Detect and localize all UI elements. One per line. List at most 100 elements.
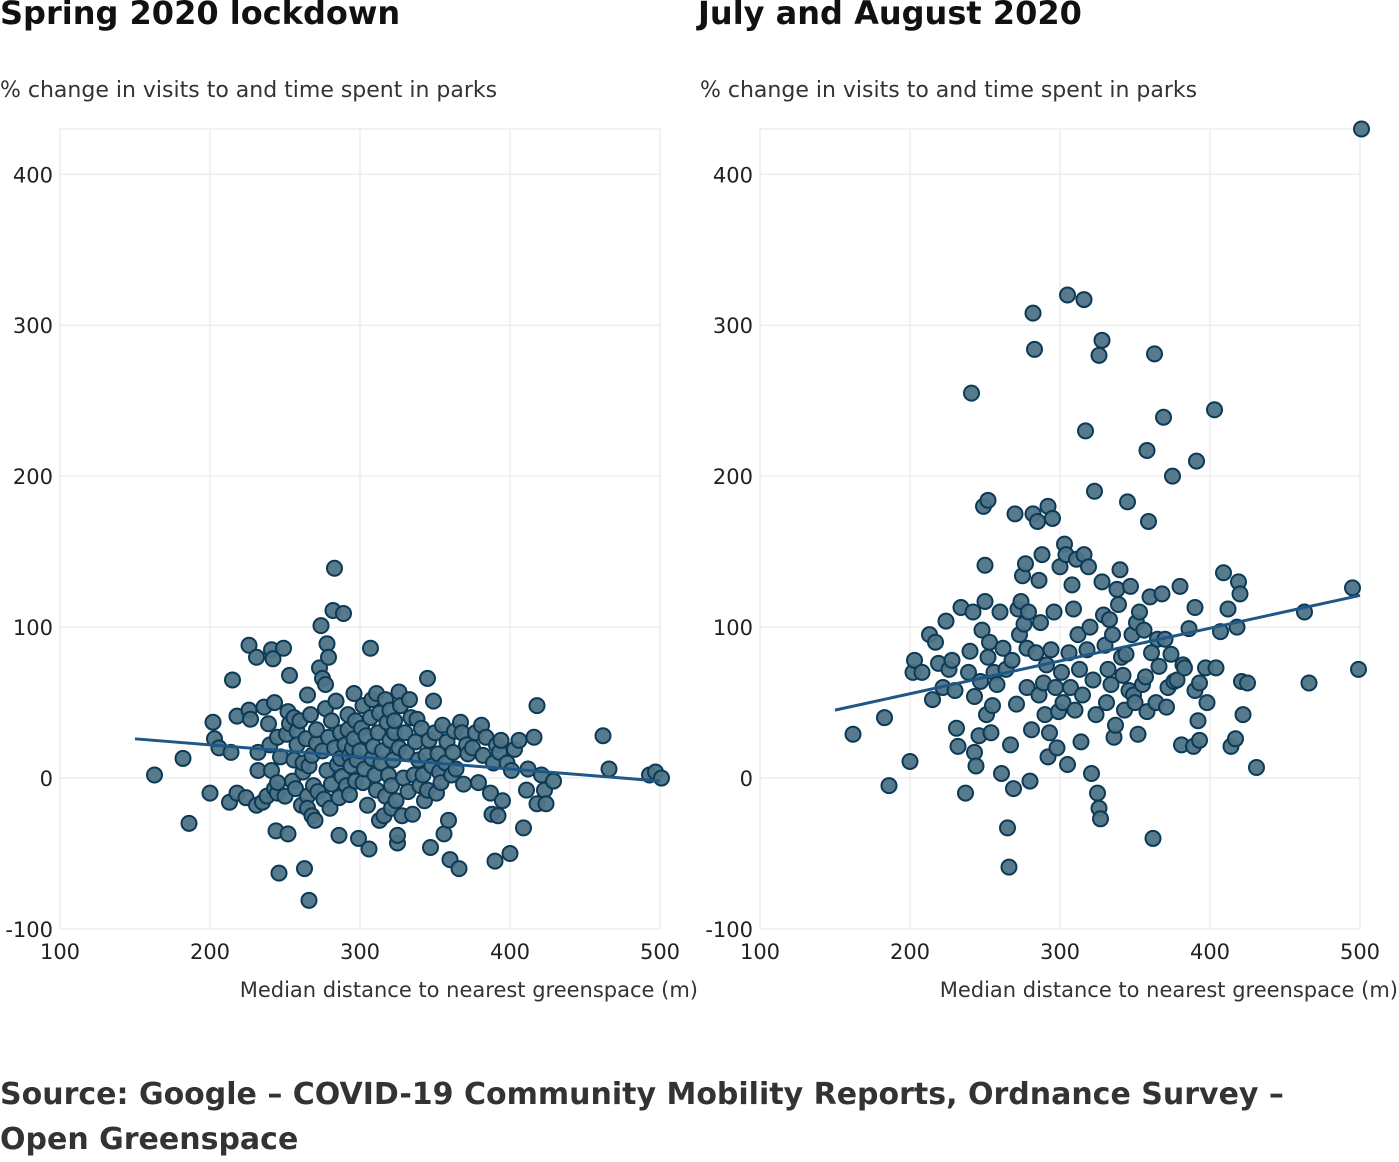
data-point [973,621,991,639]
data-point [961,642,979,660]
y-tick-label: 100 [713,616,753,640]
data-point [299,686,316,704]
data-point [927,633,944,651]
data-point [906,651,923,669]
data-point [999,819,1016,837]
data-point [1008,695,1025,713]
data-point [222,743,240,761]
x-tick-label: 300 [340,940,380,964]
data-point [988,675,1006,693]
data-point [1093,331,1111,349]
data-point [404,805,421,823]
trend-line [134,737,661,783]
data-point [1083,765,1100,783]
data-point [1090,346,1108,364]
x-tick-label: 400 [490,940,530,964]
data-point [1059,286,1076,304]
data-point [1041,724,1058,742]
data-point [1032,614,1049,632]
data-point [1029,512,1046,530]
data-point [1144,829,1162,847]
x-tick-label: 100 [740,940,780,964]
data-point [1069,626,1087,644]
data-point [1140,512,1157,530]
y-axis-label-right: % change in visits to and time spent in … [700,78,1198,103]
y-tick-label: -100 [5,918,53,942]
data-point [1206,401,1223,419]
data-point [146,766,163,784]
data-point [924,691,941,709]
chart-title-right: July and August 2020 [698,0,1082,32]
data-point [1146,345,1163,363]
data-point [327,692,345,710]
data-point [1198,694,1216,712]
data-point [1071,660,1088,678]
data-point [350,829,367,847]
data-point [287,780,304,798]
data-point [1044,509,1061,527]
data-point [1227,730,1244,748]
data-point [444,743,462,761]
data-point [270,864,288,882]
data-point [494,792,511,810]
data-point [976,592,994,610]
data-point [1047,678,1064,696]
data-point [359,796,376,814]
data-point [1248,758,1265,776]
data-point [455,775,472,793]
data-point [1093,573,1111,591]
data-point [1026,340,1043,358]
data-point [1020,603,1037,621]
y-tick-label: 300 [13,314,53,338]
data-point [296,860,313,878]
x-tick-label: 500 [1340,940,1380,964]
data-point [1045,603,1063,621]
x-tick-label: 200 [190,940,230,964]
data-point [248,648,265,666]
data-point [1074,686,1091,704]
x-tick-label: 300 [1040,940,1080,964]
data-point [269,774,286,792]
data-point [1033,546,1051,564]
data-point [1150,657,1168,675]
data-point [1054,694,1072,712]
data-point [1042,641,1060,659]
data-point [964,603,982,621]
data-point [224,671,241,689]
data-point [1186,598,1204,616]
data-point [369,724,387,742]
scatter-plot-left: 100 200 300 400 500 -100 0 100 200 300 400 [5,128,680,964]
data-point [880,777,898,795]
data-point [1018,678,1036,696]
data-point [1137,668,1154,686]
y-tick-label: 400 [13,163,53,187]
data-point [242,710,259,728]
data-point [653,769,670,787]
y-tick-label: 400 [713,163,753,187]
data-point [1075,291,1093,309]
data-point [948,719,965,737]
data-point [275,639,292,657]
data-point [1138,442,1156,460]
data-point [1101,611,1118,629]
data-point [1300,674,1318,692]
data-point [1021,772,1039,790]
x-tick-label: 500 [640,940,680,964]
data-point [312,617,330,635]
data-point [1030,571,1048,589]
data-point [518,781,535,799]
data-point [308,721,325,739]
data-point [317,675,334,693]
data-point [943,651,961,669]
source-note: Source: Google – COVID-19 Community Mobi… [0,1077,1284,1157]
data-point [937,612,955,630]
data-point [1215,564,1232,582]
data-point [260,715,277,733]
data-point [174,749,192,767]
data-point [1153,585,1171,603]
data-point [1059,755,1076,773]
data-point [326,559,343,577]
data-point [1065,600,1082,618]
y-tick-label: -100 [705,918,753,942]
data-point [360,840,378,858]
